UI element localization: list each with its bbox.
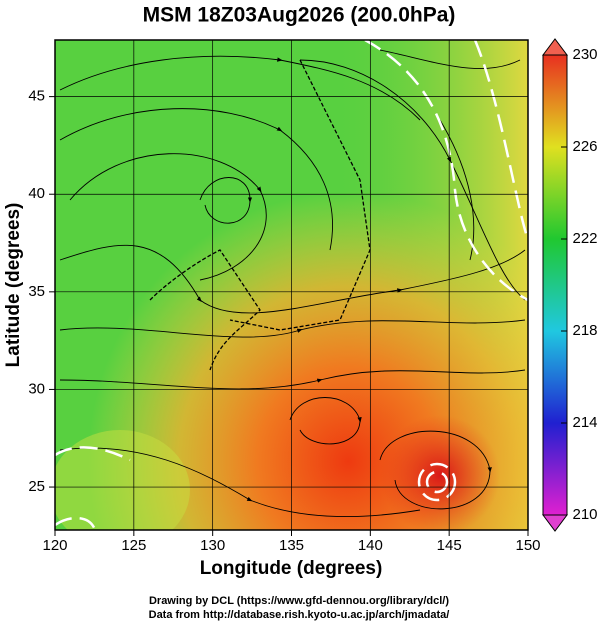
x-tick-label: 135 xyxy=(279,537,304,554)
colorbar xyxy=(542,54,568,516)
x-axis-title: Longitude (degrees) xyxy=(200,558,383,579)
y-tick-label: 25 xyxy=(28,478,45,495)
x-tick-label: 140 xyxy=(358,537,383,554)
colorbar-tick-label: 222 xyxy=(572,230,597,247)
map-field xyxy=(55,40,528,530)
colorbar-tick-label: 214 xyxy=(572,414,597,431)
colorbar-tick-label: 218 xyxy=(572,322,597,339)
y-tick-label: 30 xyxy=(28,380,45,397)
colorbar-tick-label: 230 xyxy=(572,46,597,63)
x-tick-label: 125 xyxy=(121,537,146,554)
x-tick-label: 130 xyxy=(200,537,225,554)
x-tick-label: 145 xyxy=(437,537,462,554)
colorbar-tick-label: 226 xyxy=(572,138,597,155)
credit: Data from http://database.rish.kyoto-u.a… xyxy=(149,609,450,621)
colorbar-bottom xyxy=(542,514,568,532)
credit: Drawing by DCL (https://www.gfd-dennou.o… xyxy=(149,595,449,607)
colorbar-top xyxy=(542,38,568,56)
contours xyxy=(55,40,528,530)
y-tick-label: 35 xyxy=(28,283,45,300)
y-tick-label: 45 xyxy=(28,88,45,105)
y-tick-label: 40 xyxy=(28,185,45,202)
x-tick-label: 120 xyxy=(42,537,67,554)
chart-title: MSM 18Z03Aug2026 (200.0hPa) xyxy=(143,4,456,27)
plot-frame xyxy=(54,39,529,531)
y-axis-title: Latitude (degrees) xyxy=(3,203,24,368)
x-tick-label: 150 xyxy=(515,537,540,554)
colorbar-tick-label: 210 xyxy=(572,506,597,523)
